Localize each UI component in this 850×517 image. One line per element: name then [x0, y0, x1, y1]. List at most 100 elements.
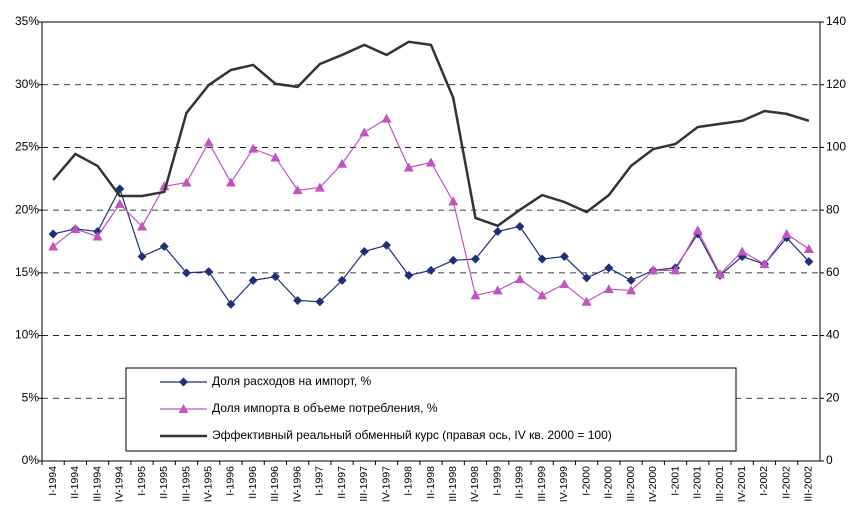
marker-triangle: [603, 284, 614, 294]
marker-diamond: [359, 247, 369, 257]
marker-diamond: [804, 257, 814, 267]
marker-triangle: [692, 225, 703, 235]
marker-triangle: [626, 285, 637, 295]
marker-triangle: [781, 228, 792, 238]
x-tick-label: III-2001: [714, 466, 726, 502]
marker-triangle: [48, 241, 59, 251]
x-tick-label: IV-1999: [558, 466, 570, 502]
legend-label: Доля расходов на импорт, %: [212, 374, 372, 388]
x-tick-label: II-1995: [158, 466, 170, 499]
y-tick-label: 10%: [15, 328, 39, 342]
x-tick-label: IV-1996: [291, 466, 303, 502]
marker-diamond: [179, 377, 188, 387]
x-tick-label: I-1999: [491, 466, 503, 496]
marker-diamond: [604, 263, 614, 273]
marker-triangle: [648, 265, 659, 275]
marker-triangle: [114, 198, 125, 208]
x-tick-label: II-1997: [336, 466, 348, 499]
marker-triangle: [203, 137, 214, 147]
x-tick-label: II-1996: [247, 466, 259, 499]
marker-diamond: [426, 265, 436, 275]
x-tick-label: IV-2000: [647, 466, 659, 502]
x-tick-label: II-1999: [514, 466, 526, 499]
marker-diamond: [337, 275, 347, 285]
legend-label: Эффективный реальный обменный курс (прав…: [212, 428, 612, 442]
marker-triangle: [248, 143, 259, 153]
legend-box: [125, 367, 737, 452]
marker-diamond: [315, 297, 325, 307]
x-tick-label: I-1995: [136, 466, 148, 496]
marker-triangle: [803, 244, 814, 254]
marker-diamond: [48, 229, 58, 239]
marker-triangle: [314, 182, 325, 192]
y-tick-label: 0%: [22, 453, 40, 467]
marker-diamond: [181, 268, 191, 278]
x-tick-label: III-2002: [803, 466, 815, 502]
marker-diamond: [159, 242, 169, 252]
x-tick-label: II-1998: [425, 466, 437, 499]
x-tick-label: I-1998: [403, 466, 415, 496]
marker-triangle: [181, 177, 192, 187]
y2-tick-label: 40: [826, 328, 840, 342]
marker-triangle: [403, 162, 414, 172]
marker-triangle: [70, 223, 81, 233]
marker-triangle: [381, 113, 392, 123]
x-tick-label: III-1999: [536, 466, 548, 502]
marker-triangle: [537, 290, 548, 300]
marker-diamond: [204, 267, 214, 277]
marker-diamond: [515, 221, 525, 231]
legend-label: Доля импорта в объеме потребления, %: [212, 401, 438, 415]
x-tick-label: I-1996: [225, 466, 237, 496]
y-tick-label: 20%: [15, 202, 39, 216]
marker-diamond: [226, 299, 236, 309]
marker-triangle: [759, 259, 770, 269]
x-tick-label: IV-1994: [114, 466, 126, 502]
x-tick-label: I-2002: [758, 466, 770, 496]
marker-diamond: [470, 254, 480, 264]
x-tick-label: I-1997: [314, 466, 326, 496]
y2-tick-label: 120: [826, 77, 846, 91]
x-tick-label: IV-1997: [380, 466, 392, 502]
y-tick-label: 25%: [15, 140, 39, 154]
marker-diamond: [404, 270, 414, 280]
series: [48, 40, 814, 309]
marker-triangle: [448, 196, 459, 206]
y2-tick-label: 80: [826, 202, 840, 216]
marker-triangle: [92, 231, 103, 241]
marker-triangle: [737, 246, 748, 256]
series-line: [52, 40, 810, 228]
x-tick-label: III-1998: [447, 466, 459, 502]
marker-triangle: [670, 265, 681, 275]
legend: Доля расходов на импорт, % Доля импорта в…: [125, 367, 737, 452]
x-tick-label: IV-2001: [736, 466, 748, 502]
marker-diamond: [537, 254, 547, 264]
marker-diamond: [248, 275, 258, 285]
marker-triangle: [514, 274, 525, 284]
y-tick-label: 15%: [15, 265, 39, 279]
x-tick-label: IV-1998: [469, 466, 481, 502]
y-tick-label: 5%: [22, 390, 40, 404]
marker-diamond: [448, 255, 458, 265]
x-tick-label: III-1995: [180, 466, 192, 502]
marker-triangle: [559, 279, 570, 289]
x-tick-label: III-1996: [269, 466, 281, 502]
marker-triangle: [137, 221, 148, 231]
marker-diamond: [626, 275, 636, 285]
marker-triangle: [714, 269, 725, 279]
marker-triangle: [581, 296, 592, 306]
plot-frame: [41, 21, 821, 462]
y2-tick-label: 140: [826, 14, 846, 28]
marker-diamond: [293, 295, 303, 305]
marker-diamond: [137, 252, 147, 262]
axes: 0% 5% 10% 15% 20% 25% 30% 35% 0 20 40 60 80 100 120 140…: [15, 14, 846, 502]
marker-triangle: [225, 177, 236, 187]
x-tick-label: II-2002: [780, 466, 792, 499]
marker-diamond: [559, 252, 569, 262]
x-tick-label: III-1994: [91, 466, 103, 502]
marker-triangle: [270, 152, 281, 162]
x-tick-label: III-1997: [358, 466, 370, 502]
x-tick-label: II-2001: [692, 466, 704, 499]
x-tick-label: III-2000: [625, 466, 637, 502]
marker-triangle: [159, 181, 170, 191]
